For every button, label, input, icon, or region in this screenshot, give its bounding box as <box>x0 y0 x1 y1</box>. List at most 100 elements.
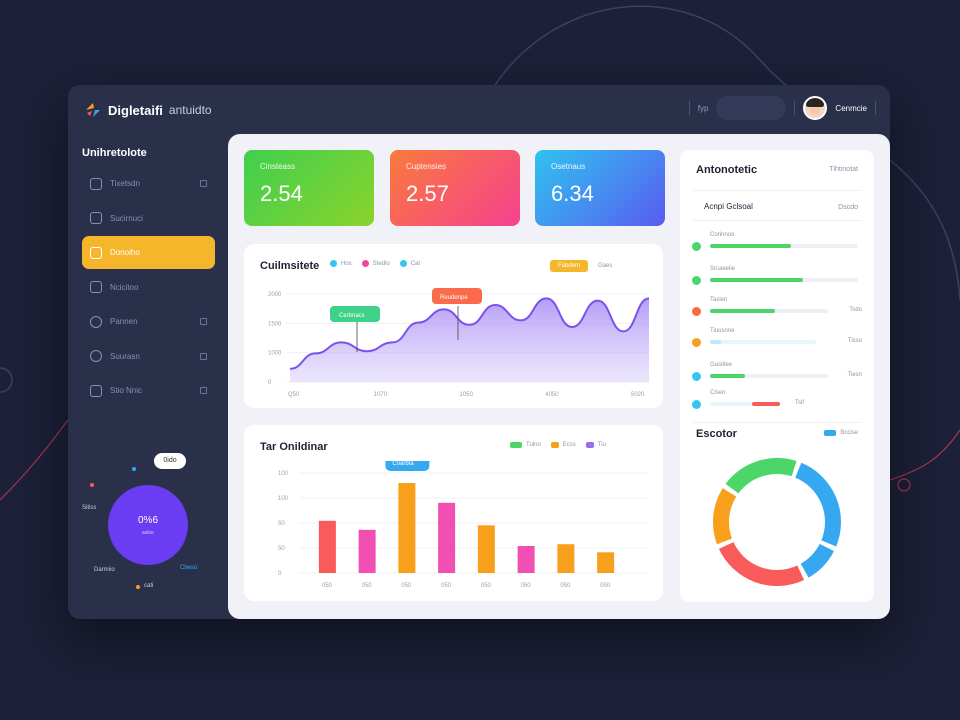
x-tick-label: 1070 <box>374 392 388 398</box>
progress-value: Tsdo <box>849 307 862 313</box>
progress-dot <box>692 372 701 381</box>
line-chart-title: Cuilmsitete <box>260 260 320 272</box>
progress-row[interactable]: Tasien Tsdo <box>692 297 862 327</box>
sidebar-item-1[interactable]: Sucirnuci <box>82 202 215 235</box>
legend-label: Tulno <box>526 442 541 448</box>
arrow-icon <box>200 387 207 394</box>
x-tick-label: 050 <box>560 583 571 589</box>
box-icon <box>90 212 102 224</box>
progress-row[interactable]: Srcaeelie <box>692 266 862 296</box>
stat-label: Osetnaus <box>551 162 586 171</box>
progress-fill <box>752 402 780 406</box>
progress-row[interactable]: Gasitlee Tiesn <box>692 362 862 392</box>
progress-fill <box>710 309 775 313</box>
brand[interactable]: Digletaifi antuidto <box>84 101 212 119</box>
legend-label: Hos <box>341 260 352 267</box>
user-block[interactable]: Cenmcie <box>835 104 867 113</box>
sidebar-item-label: Stio Nnic <box>110 386 143 395</box>
legend-dot <box>330 260 337 267</box>
progress-label: Cisen <box>710 390 726 396</box>
sidebar-item-0[interactable]: Tixetsdn <box>82 167 215 200</box>
stat-label: Cuptensies <box>406 162 447 171</box>
widget-dot <box>132 467 136 471</box>
analytics-divider <box>692 190 862 191</box>
donut-legend[interactable]: Bccise <box>824 430 858 436</box>
avatar-face <box>810 104 821 115</box>
bar-chart-title: Tar Onildinar <box>260 441 328 453</box>
star-icon <box>90 246 102 259</box>
progress-value: Tiesn <box>847 372 862 378</box>
legend-label: Tiu <box>597 442 606 448</box>
sidebar-item-label: Pannen <box>110 317 138 326</box>
legend-swatch <box>585 442 594 448</box>
bar-chart-card: Tar Onildinar Tulno Ecss Tiu 100 100 50 50 0… <box>244 425 663 601</box>
search-box[interactable] <box>716 96 787 120</box>
legend-item[interactable]: Tulno <box>510 442 541 448</box>
legend-item[interactable]: Cat <box>399 260 420 267</box>
progress-row[interactable]: Tiuosnne Tisso <box>692 328 862 358</box>
legend-item[interactable]: Tiu <box>585 442 606 448</box>
sidebar-item-2[interactable]: Donoiho <box>82 236 215 269</box>
period-chip[interactable]: Fabdem <box>550 260 589 272</box>
sidebar-item-6[interactable]: Stio Nnic <box>82 374 215 407</box>
series-line <box>289 297 650 370</box>
legend-swatch <box>510 442 522 448</box>
sidebar-title: Unihretolote <box>82 147 147 159</box>
y-tick-label: 50 <box>278 546 285 552</box>
x-tick-label: 050 <box>600 583 611 589</box>
line-chart-card: Cuilmsitete Hos Stedlo Cat Fabdem Gaes 2… <box>244 244 663 408</box>
avatar[interactable] <box>803 96 828 120</box>
progress-track <box>710 402 780 406</box>
top-mini-label[interactable]: fyp <box>697 103 709 113</box>
stat-label: Cinsteass <box>260 162 296 171</box>
sidebar-item-3[interactable]: Ncicitoo <box>82 271 215 304</box>
progress-row[interactable]: Cisen Tsif <box>692 390 862 420</box>
analytics-panel: Antonotetic Tihtinotat Acnpi Gclsoal Dsc… <box>680 150 874 602</box>
widget-dot <box>90 483 94 487</box>
widget-label-br: Cbeso <box>180 565 198 571</box>
top-divider <box>794 101 796 115</box>
progress-value: Tsif <box>795 400 804 406</box>
bar <box>597 552 615 573</box>
brand-subtitle: antuidto <box>168 103 212 117</box>
bar <box>318 520 336 573</box>
progress-dot <box>692 400 701 409</box>
stat-card-1[interactable]: Cinsteass 2.54 <box>244 150 374 226</box>
sidebar-item-4[interactable]: Pannen <box>82 305 215 338</box>
legend-item[interactable]: Ecss <box>550 442 576 448</box>
analytics-subtitle: Acnpi Gclsoal <box>704 202 753 211</box>
tooltip-text: Coarbta <box>392 461 414 467</box>
tooltip <box>385 461 430 471</box>
donut-segment <box>800 543 834 578</box>
progress-dot <box>692 242 701 251</box>
progress-track <box>710 309 828 313</box>
tooltip-2-text: Reudenpe <box>440 295 468 301</box>
bar-chart-legend: Tulno Ecss Tiu <box>510 442 606 448</box>
widget-label-left: Sitiss <box>82 505 97 511</box>
widget-pill[interactable]: 0ido <box>154 453 186 469</box>
legend-label: Stedlo <box>372 260 390 267</box>
y-tick-label: 1000 <box>268 351 282 357</box>
tooltip-1-text: Cerbnacs <box>339 313 365 319</box>
sidebar-item-5[interactable]: Suurasn <box>82 340 215 373</box>
progress-fill <box>710 374 746 378</box>
legend-dot <box>361 260 369 267</box>
progress-dot <box>692 338 701 347</box>
line-chart: 2000 1500 1000 0 Q50 1070 1050 4050 5020 Cerbnacs… <box>268 288 650 398</box>
bar <box>358 529 376 573</box>
progress-value: Tisso <box>847 338 862 344</box>
progress-dot <box>692 307 701 316</box>
x-tick-label: 1050 <box>460 392 474 398</box>
bar <box>517 546 535 573</box>
brand-name: Digletaifi <box>108 102 163 118</box>
clock-icon <box>90 315 102 328</box>
progress-row[interactable]: Corinnoo <box>692 232 862 262</box>
y-tick-label: 0 <box>268 380 272 386</box>
stat-value: 2.54 <box>260 181 303 206</box>
legend-item[interactable]: Hos <box>330 260 352 267</box>
period-option[interactable]: Gaes <box>598 263 613 269</box>
analytics-link[interactable]: Tihtinotat <box>829 166 858 173</box>
stat-card-3[interactable]: Osetnaus 6.34 <box>535 150 665 226</box>
legend-item[interactable]: Stedlo <box>361 260 390 267</box>
stat-card-2[interactable]: Cuptensies 2.57 <box>390 150 520 226</box>
